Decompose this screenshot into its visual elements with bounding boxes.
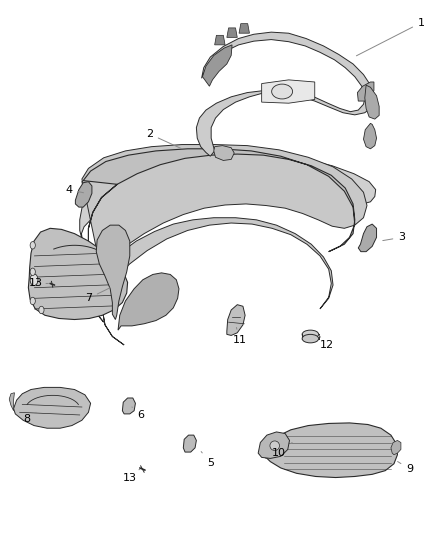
Text: 11: 11 bbox=[233, 327, 247, 345]
Ellipse shape bbox=[39, 306, 44, 314]
Polygon shape bbox=[83, 149, 355, 271]
Polygon shape bbox=[214, 146, 234, 160]
Ellipse shape bbox=[272, 84, 293, 99]
Text: 9: 9 bbox=[398, 462, 413, 474]
Polygon shape bbox=[184, 435, 196, 452]
Text: 2: 2 bbox=[146, 129, 182, 149]
Text: 13: 13 bbox=[123, 469, 140, 482]
Ellipse shape bbox=[30, 297, 35, 305]
Polygon shape bbox=[261, 80, 315, 103]
Text: 12: 12 bbox=[319, 335, 334, 350]
Polygon shape bbox=[9, 393, 14, 411]
Polygon shape bbox=[122, 398, 135, 414]
Polygon shape bbox=[14, 387, 91, 428]
Ellipse shape bbox=[30, 274, 38, 286]
Ellipse shape bbox=[30, 268, 35, 276]
Text: 1: 1 bbox=[357, 18, 425, 56]
Ellipse shape bbox=[270, 441, 279, 450]
Polygon shape bbox=[82, 144, 367, 345]
Text: 10: 10 bbox=[272, 442, 292, 458]
Polygon shape bbox=[196, 32, 374, 156]
Polygon shape bbox=[202, 45, 232, 86]
Text: 4: 4 bbox=[65, 184, 84, 195]
Polygon shape bbox=[266, 423, 397, 478]
Polygon shape bbox=[391, 440, 401, 455]
Polygon shape bbox=[118, 273, 179, 330]
Text: 5: 5 bbox=[201, 451, 214, 467]
Polygon shape bbox=[258, 432, 290, 458]
Text: 8: 8 bbox=[23, 413, 36, 424]
Text: 3: 3 bbox=[383, 232, 405, 243]
Polygon shape bbox=[227, 28, 237, 37]
Polygon shape bbox=[28, 228, 127, 319]
Polygon shape bbox=[96, 225, 130, 319]
Polygon shape bbox=[215, 35, 225, 45]
Polygon shape bbox=[365, 85, 379, 119]
Polygon shape bbox=[80, 152, 376, 245]
Text: 7: 7 bbox=[85, 288, 110, 303]
Ellipse shape bbox=[302, 330, 319, 338]
Ellipse shape bbox=[30, 241, 35, 249]
Polygon shape bbox=[227, 305, 245, 335]
Text: 13: 13 bbox=[29, 278, 48, 288]
Polygon shape bbox=[261, 444, 269, 458]
Polygon shape bbox=[358, 224, 377, 252]
Polygon shape bbox=[75, 182, 92, 207]
Polygon shape bbox=[239, 23, 250, 33]
Polygon shape bbox=[357, 82, 374, 101]
Text: 6: 6 bbox=[132, 407, 144, 420]
Polygon shape bbox=[364, 123, 377, 149]
Ellipse shape bbox=[302, 334, 319, 343]
